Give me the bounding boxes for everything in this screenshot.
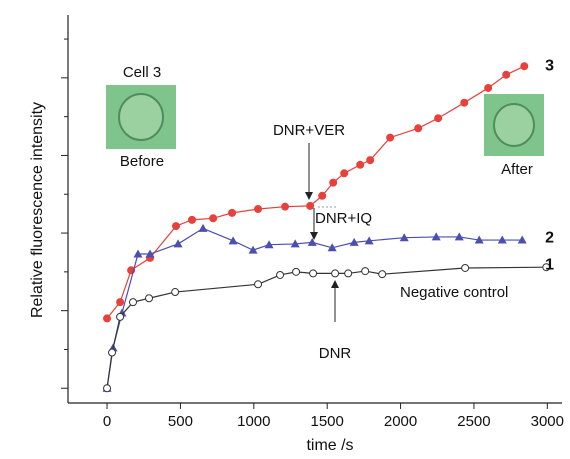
- point: [172, 222, 181, 231]
- point: [228, 236, 238, 245]
- annotation: DNR+VER: [273, 122, 345, 139]
- point: [116, 298, 125, 307]
- point: [366, 156, 375, 165]
- x-tick-label: 3000: [531, 413, 564, 430]
- point: [399, 233, 409, 242]
- point: [276, 270, 285, 279]
- point: [264, 240, 274, 249]
- point: [318, 191, 327, 200]
- point: [340, 169, 349, 178]
- point: [344, 269, 353, 278]
- point: [502, 70, 511, 79]
- point: [292, 267, 301, 276]
- point: [414, 124, 423, 133]
- cell-image-before: [106, 85, 176, 149]
- point: [198, 223, 208, 232]
- arrow-head: [331, 280, 339, 288]
- annotation: Before: [120, 153, 164, 170]
- point: [173, 239, 183, 248]
- legend-label: 3: [545, 57, 554, 74]
- point: [116, 312, 125, 321]
- point: [103, 384, 112, 393]
- x-tick-label: 2000: [384, 413, 417, 430]
- point: [103, 314, 112, 323]
- point: [454, 232, 464, 241]
- point: [460, 98, 469, 107]
- point: [290, 239, 300, 248]
- point: [254, 205, 263, 213]
- point: [517, 235, 527, 244]
- y-axis-title: Relative fluorescence intensity: [29, 102, 46, 318]
- point: [129, 298, 138, 307]
- point: [248, 245, 258, 254]
- point: [133, 249, 143, 258]
- annotation: Negative control: [400, 284, 508, 301]
- arrow-head: [310, 232, 318, 240]
- point: [431, 232, 441, 241]
- legend-label: 1: [545, 256, 554, 273]
- cell-image-after: [484, 94, 544, 156]
- point: [306, 201, 315, 210]
- point: [281, 202, 290, 211]
- point: [309, 269, 318, 278]
- point: [307, 237, 317, 246]
- point: [228, 208, 237, 217]
- arrow-head: [305, 192, 313, 200]
- annotation: DNR+IQ: [315, 210, 372, 227]
- legend-label: 2: [545, 229, 554, 246]
- point: [434, 114, 443, 123]
- annotation: After: [501, 161, 533, 178]
- point: [386, 133, 395, 142]
- point: [542, 263, 551, 272]
- point: [327, 243, 337, 252]
- point: [497, 235, 507, 244]
- point: [108, 348, 117, 357]
- point: [349, 237, 359, 246]
- point: [188, 215, 197, 224]
- series-line: [106, 227, 523, 389]
- point: [378, 270, 387, 279]
- x-tick-label: 0: [103, 413, 111, 430]
- point: [145, 249, 155, 258]
- point: [461, 263, 470, 272]
- point: [145, 294, 154, 303]
- point: [171, 288, 180, 297]
- point: [520, 62, 529, 71]
- x-tick-label: 500: [168, 413, 193, 430]
- annotation: DNR: [319, 345, 352, 362]
- x-tick-label: 2500: [457, 413, 490, 430]
- point: [361, 267, 370, 276]
- x-axis-title: time /s: [306, 437, 353, 454]
- point: [331, 269, 340, 278]
- point: [356, 160, 365, 169]
- x-tick-label: 1500: [310, 413, 343, 430]
- point: [209, 214, 218, 223]
- point: [329, 178, 338, 187]
- point: [474, 235, 484, 244]
- annotation: Cell 3: [123, 64, 161, 81]
- point: [484, 83, 493, 92]
- point: [364, 236, 374, 245]
- x-tick-label: 1000: [237, 413, 270, 430]
- series-line: [106, 266, 547, 389]
- point: [254, 280, 263, 289]
